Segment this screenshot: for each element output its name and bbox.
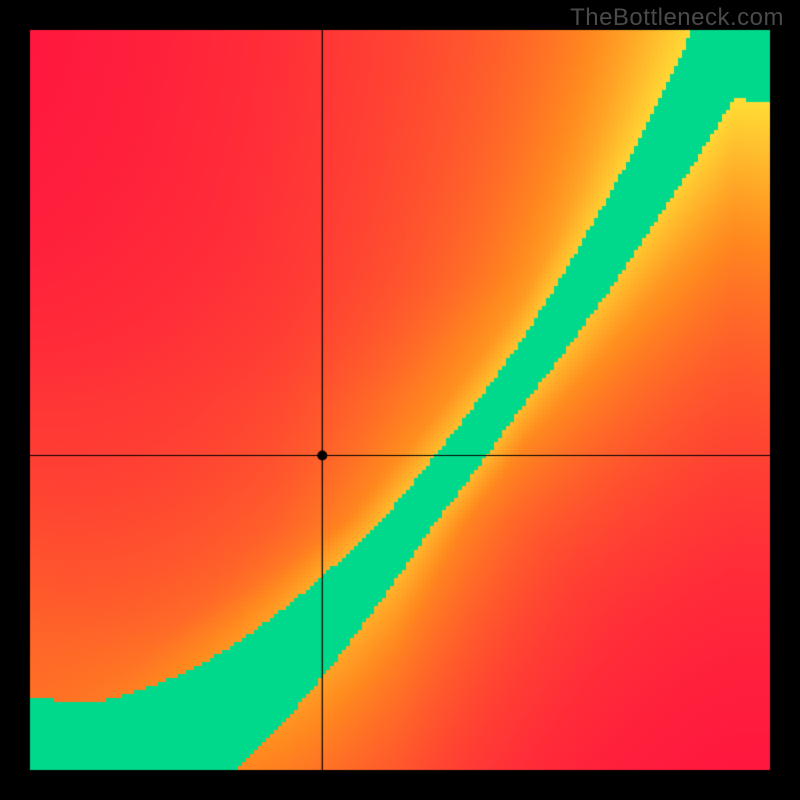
chart-container: TheBottleneck.com	[0, 0, 800, 800]
bottleneck-heatmap-canvas	[0, 0, 800, 800]
watermark-text: TheBottleneck.com	[570, 4, 784, 32]
